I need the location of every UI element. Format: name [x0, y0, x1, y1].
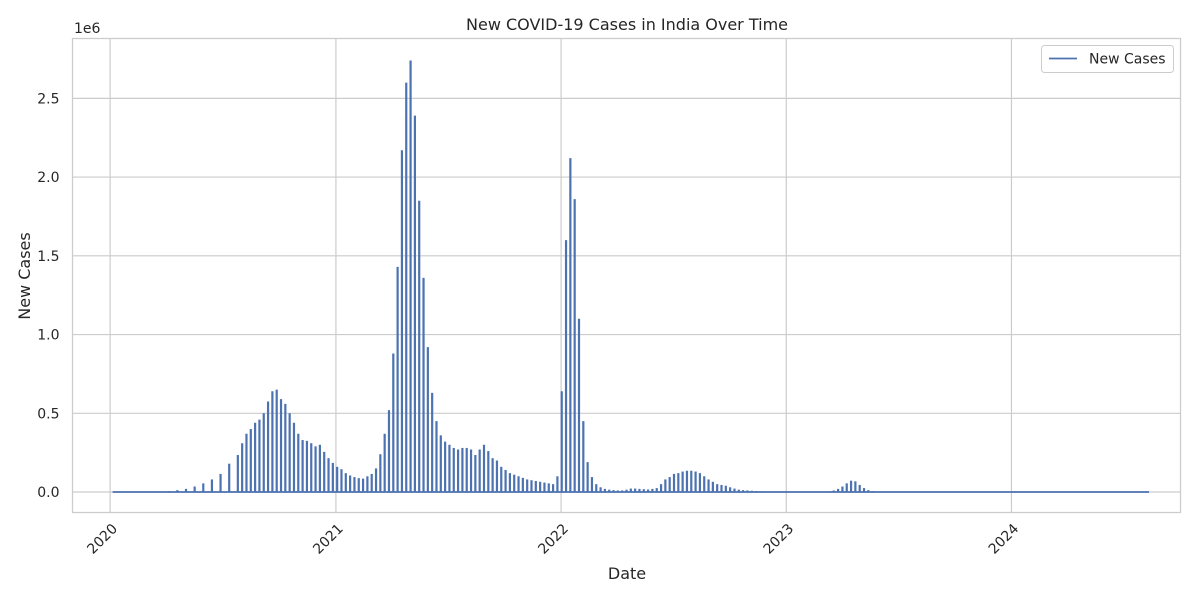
legend: New Cases	[1041, 45, 1174, 73]
y-offset-label: 1e6	[74, 21, 101, 37]
y-tick-label: 0.0	[37, 485, 59, 501]
legend-box	[1041, 45, 1174, 73]
y-tick-label: 2.0	[37, 170, 59, 186]
y-tick-label: 2.5	[37, 91, 59, 107]
x-axis-title: Date	[608, 564, 646, 583]
y-tick-label: 0.5	[37, 406, 59, 422]
series-layer	[112, 60, 1150, 493]
y-tick-label: 1.0	[37, 328, 59, 344]
grid-lines	[72, 38, 1181, 513]
plot-frame	[71, 37, 1182, 514]
legend-label-new-cases: New Cases	[1089, 52, 1166, 68]
plot-area	[72, 38, 1181, 513]
y-tick-label: 1.5	[37, 249, 59, 265]
y-axis-title: New Cases	[15, 232, 34, 319]
chart-title: New COVID-19 Cases in India Over Time	[466, 15, 788, 34]
